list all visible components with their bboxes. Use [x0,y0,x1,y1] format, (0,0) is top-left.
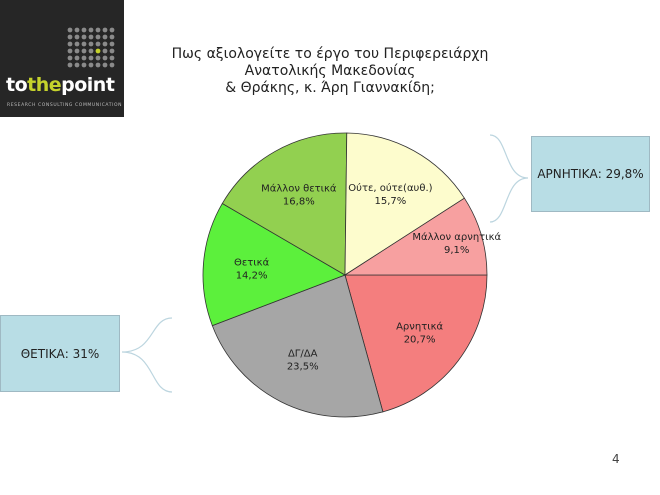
logo-word-point: point [61,74,115,96]
pie-slices [202,132,488,418]
logo-dot [88,41,94,47]
logo-dot [88,34,94,40]
logo-dot [95,41,101,47]
pie-slice-1 [344,274,488,413]
logo-dot [102,48,108,54]
negative-total-callout: ΑΡΝΗΤΙΚΑ: 29,8% [531,136,650,212]
logo-dot-grid [67,27,115,68]
pie-label-name: ΔΓ/ΔΑ [288,349,318,360]
pie-label-name: Θετικά [234,256,270,268]
pie-label-2: ΔΓ/ΔΑ 23,5% [287,349,319,373]
pie-label-name: Μάλλον θετικά [261,182,337,194]
logo-dot [74,62,80,68]
pie-label-value: 20,7% [404,335,436,346]
logo-dot [81,55,87,61]
logo-word-the: the [27,74,62,96]
pie-label-name: Μάλλον αρνητικά [412,231,501,243]
logo-dot [102,34,108,40]
logo-dot [67,41,73,47]
logo-dot [67,55,73,61]
brand-logo: tothepoint RESEARCH CONSULTING COMMUNICA… [0,0,124,117]
pie-label-value: 15,7% [375,196,407,207]
pie-label-6: Μάλλον αρνητικά 9,1% [412,231,501,256]
pie-labels: Αρνητικά 20,7% ΔΓ/ΔΑ 23,5% Θετικά 14,2% Μάλλον… [234,182,501,373]
pie-slice-6 [343,197,488,276]
page-number: 4 [612,452,620,466]
logo-dot [95,27,101,33]
pie-label-value: 16,8% [283,196,315,207]
logo-dot [102,27,108,33]
logo-word-to: to [6,74,28,96]
pie-slice-5 [344,132,465,276]
pie-label-name: Ούτε, ούτε(αυθ.) [348,182,432,194]
slide-title-line-1: Πως αξιολογείτε το έργο του Περιφερειάρχ… [171,46,489,79]
logo-accent-dot [95,48,101,54]
logo-dot [109,48,115,54]
logo-dot [81,41,87,47]
negative-bracket [489,134,529,223]
logo-dot [109,34,115,40]
logo-dot [74,41,80,47]
logo-dot [88,55,94,61]
pie-label-3: Θετικά 14,2% [234,256,270,281]
logo-dot [74,34,80,40]
pie-label-4: Μάλλον θετικά 16,8% [261,182,337,207]
slide-title-line-2: & Θράκης, κ. Άρη Γιαννακίδη; [225,80,435,96]
logo-dot [88,48,94,54]
positive-total-callout: ΘΕΤΙΚΑ: 31% [0,315,120,392]
logo-tagline: RESEARCH CONSULTING COMMUNICATION [7,103,123,108]
pie-label-value: 23,5% [287,362,319,373]
logo-dot [109,27,115,33]
pie-label-value: 14,2% [236,270,268,281]
pie-slice-2 [211,274,384,418]
logo-dot [81,62,87,68]
logo-dot [95,62,101,68]
logo-wordmark: tothepoint [6,74,115,96]
pie-slice-3 [202,202,346,327]
logo-dot [67,27,73,33]
logo-dot [81,48,87,54]
pie-label-value: 9,1% [444,245,469,256]
logo-dot [109,41,115,47]
slide-title: Πως αξιολογείτε το έργο του Περιφερειάρχ… [130,46,530,97]
logo-dot [102,41,108,47]
logo-dot [102,55,108,61]
logo-dot [81,34,87,40]
logo-dot [88,27,94,33]
logo-dot [109,55,115,61]
pie-label-name: Αρνητικά [396,321,443,333]
positive-bracket [121,317,173,393]
logo-dot [74,55,80,61]
logo-dot [88,62,94,68]
logo-dot [67,34,73,40]
logo-dot [81,27,87,33]
pie-label-1: Αρνητικά 20,7% [396,321,443,346]
logo-dot [74,48,80,54]
logo-dot [109,62,115,68]
logo-dot [74,27,80,33]
logo-dot [102,62,108,68]
logo-dot [67,62,73,68]
logo-dot [95,34,101,40]
logo-dot [67,48,73,54]
pie-slice-4 [221,132,348,276]
pie-label-5: Ούτε, ούτε(αυθ.) 15,7% [348,182,432,207]
logo-dot [95,55,101,61]
